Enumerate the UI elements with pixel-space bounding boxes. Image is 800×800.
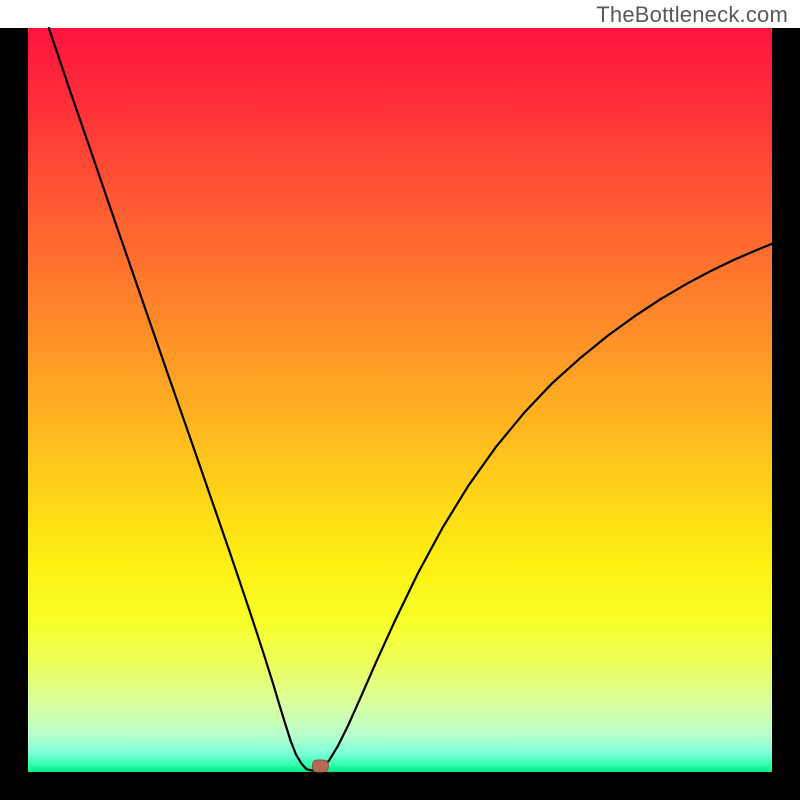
chart-container: TheBottleneck.com xyxy=(0,0,800,800)
chart-svg xyxy=(0,0,800,800)
plot-background xyxy=(28,28,772,772)
optimal-marker xyxy=(312,760,328,772)
watermark-text: TheBottleneck.com xyxy=(596,2,788,28)
